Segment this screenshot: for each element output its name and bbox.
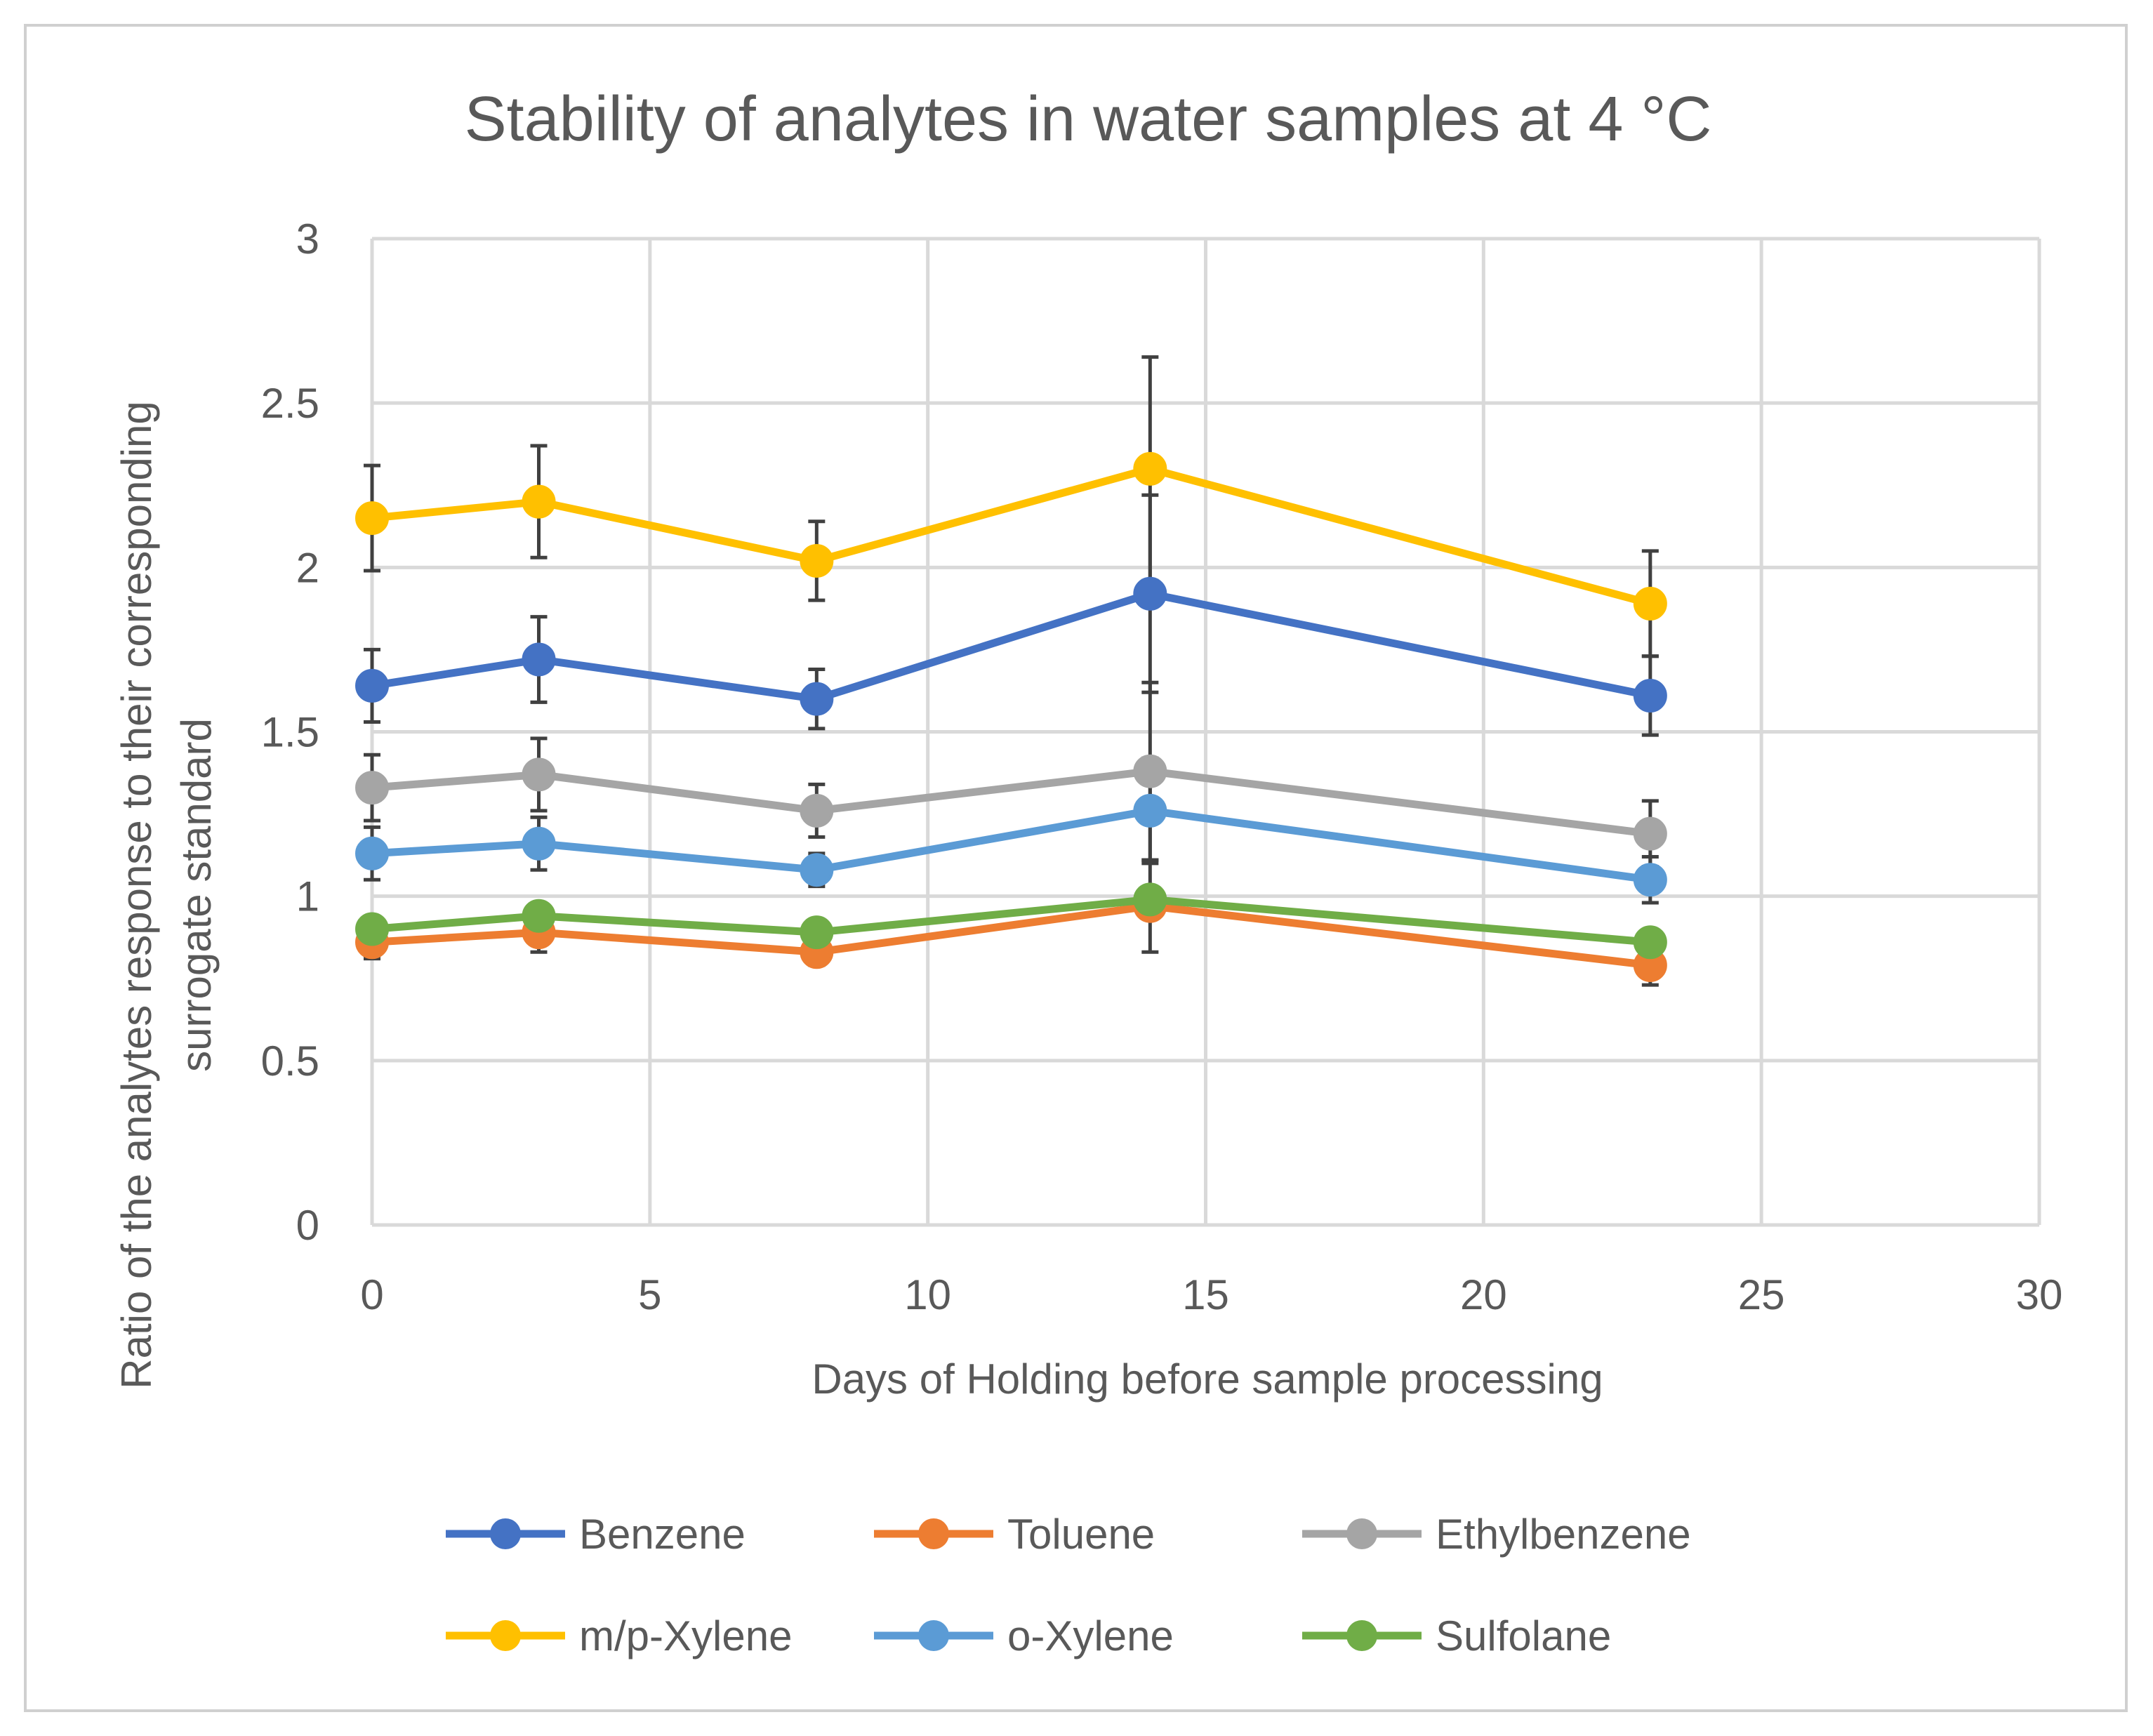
legend-swatch-marker: [918, 1620, 949, 1651]
data-point: [355, 771, 389, 805]
legend-label: Toluene: [1007, 1511, 1155, 1558]
chart-title: Stability of analytes in water samples a…: [465, 84, 1712, 154]
legend-swatch-marker: [1346, 1518, 1377, 1549]
data-point: [1633, 816, 1667, 851]
y-tick-label: 1: [296, 873, 319, 920]
data-point: [800, 853, 834, 887]
legend-swatch-marker: [1346, 1620, 1377, 1651]
legend-label: o-Xylene: [1007, 1612, 1174, 1659]
data-point: [800, 793, 834, 828]
series-group: [355, 355, 1667, 987]
data-point: [800, 543, 834, 578]
x-tick-label: 10: [904, 1271, 951, 1318]
series-line-4: [371, 807, 1651, 884]
data-point: [522, 642, 556, 677]
tick-labels: 00.511.522.530 5 10 15 20 25 30: [261, 216, 2063, 1318]
data-point: [1633, 678, 1667, 713]
y-axis-label-line-1: Ratio of the analytes response to their …: [113, 401, 160, 1389]
x-tick-label: 15: [1182, 1271, 1229, 1318]
x-tick-label: 5: [638, 1271, 661, 1318]
data-point: [522, 899, 556, 933]
data-point: [800, 682, 834, 716]
legend: Benzene Toluene Ethylbenzene m/p-Xylene o-Xy…: [446, 1511, 1691, 1659]
series-line-3: [371, 465, 1652, 608]
legend-label: m/p-Xylene: [579, 1612, 792, 1659]
data-point: [1633, 586, 1667, 621]
x-tick-label: 25: [1738, 1271, 1785, 1318]
data-point: [355, 668, 389, 703]
data-point: [522, 484, 556, 519]
x-tick-label: 30: [2016, 1271, 2063, 1318]
data-point: [355, 836, 389, 870]
data-point: [355, 501, 389, 536]
x-tick-label: 0: [360, 1271, 383, 1318]
x-tick-label: 20: [1460, 1271, 1507, 1318]
series-line-2: [371, 767, 1651, 838]
data-point: [522, 757, 556, 792]
legend-swatch-marker: [918, 1518, 949, 1549]
data-point: [1133, 451, 1167, 486]
y-tick-label: 0: [296, 1202, 319, 1249]
y-tick-label: 1.5: [261, 709, 319, 756]
series-line-0: [371, 590, 1651, 703]
legend-swatch-marker: [490, 1620, 521, 1651]
legend-label: Sulfolane: [1436, 1612, 1611, 1659]
gridlines: [370, 237, 2041, 1227]
data-point: [1133, 576, 1167, 611]
legend-label: Benzene: [579, 1511, 746, 1558]
data-point: [522, 826, 556, 861]
y-axis-label-line-2: surrogate standard: [173, 718, 220, 1072]
data-point: [355, 912, 389, 946]
data-point: [1633, 925, 1667, 960]
data-point: [800, 915, 834, 950]
legend-label: Ethylbenzene: [1436, 1511, 1691, 1558]
y-tick-label: 2.5: [261, 380, 319, 427]
data-point: [1133, 793, 1167, 828]
x-axis-label: Days of Holding before sample processing: [811, 1356, 1603, 1403]
data-point: [1133, 882, 1167, 917]
data-point: [1133, 754, 1167, 788]
y-tick-label: 0.5: [261, 1038, 319, 1085]
y-tick-label: 2: [296, 544, 319, 591]
legend-swatch-marker: [490, 1518, 521, 1549]
y-tick-label: 3: [296, 216, 319, 263]
error-bars-0: [364, 493, 1659, 737]
data-point: [1633, 863, 1667, 897]
